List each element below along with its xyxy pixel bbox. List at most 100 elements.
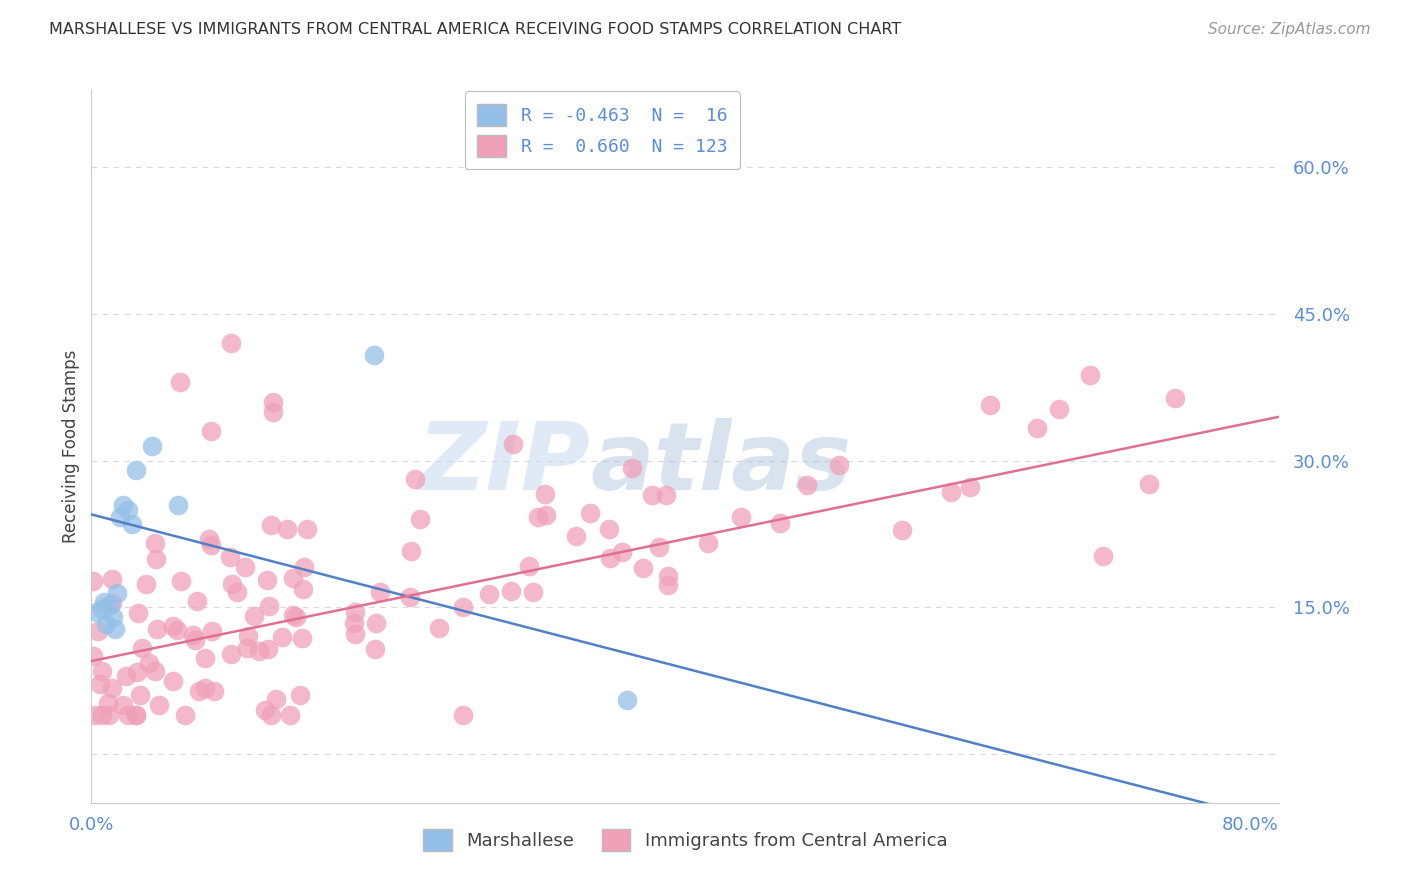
Point [145,552,167,566]
Point [226,585,249,599]
Point [404,472,426,486]
Point [534,508,557,522]
Point [233,559,256,574]
Point [91,664,114,678]
Point [517,558,540,573]
Point [657,578,679,592]
Point [1078,368,1101,382]
Point [87,624,110,638]
Point [82,648,104,663]
Point [111,698,134,712]
Point [284,610,307,624]
Point [194,681,217,696]
Point [167,498,190,512]
Point [200,538,222,552]
Point [98,599,121,613]
Point [526,510,548,524]
Point [368,584,391,599]
Point [633,561,655,575]
Point [101,572,124,586]
Point [796,478,818,492]
Point [221,577,243,591]
Point [499,584,522,599]
Point [162,673,184,688]
Point [115,669,138,683]
Legend: Marshallese, Immigrants from Central America: Marshallese, Immigrants from Central Ame… [416,822,955,858]
Point [90,707,112,722]
Point [184,632,207,647]
Point [90,602,112,616]
Point [117,502,139,516]
Point [181,628,204,642]
Point [979,398,1001,412]
Point [655,488,678,502]
Point [219,648,242,662]
Point [343,616,366,631]
Point [97,697,120,711]
Point [256,573,278,587]
Point [280,707,302,722]
Point [364,616,387,631]
Point [127,665,149,679]
Point [124,707,146,722]
Point [219,336,242,351]
Point [641,488,664,502]
Point [236,640,259,655]
Point [174,707,197,722]
Point [343,606,366,620]
Point [260,707,283,722]
Point [478,586,501,600]
Text: ZIP: ZIP [418,417,591,510]
Point [828,458,851,472]
Point [260,517,283,532]
Point [218,549,240,564]
Point [502,437,524,451]
Point [1049,401,1071,416]
Point [200,425,222,439]
Point [534,487,557,501]
Point [125,707,148,722]
Point [170,574,193,589]
Point [769,516,792,530]
Point [169,376,191,390]
Point [1091,549,1114,563]
Point [409,512,432,526]
Point [141,439,163,453]
Point [166,624,188,638]
Point [121,517,143,532]
Point [257,641,280,656]
Point [522,585,544,599]
Point [648,540,671,554]
Point [696,535,718,549]
Point [451,600,474,615]
Point [93,595,115,609]
Point [138,656,160,670]
Point [1026,421,1049,435]
Point [89,677,111,691]
Point [451,707,474,722]
Point [579,506,602,520]
Point [730,510,752,524]
Point [110,510,132,524]
Point [194,650,217,665]
Point [363,348,385,362]
Point [135,577,157,591]
Point [117,707,139,722]
Point [616,693,638,707]
Point [598,522,620,536]
Point [103,622,125,636]
Point [399,544,422,558]
Point [288,688,311,702]
Point [291,632,314,646]
Point [127,606,149,620]
Point [276,522,298,536]
Point [143,664,166,678]
Point [202,684,225,698]
Point [1137,477,1160,491]
Point [101,596,124,610]
Point [242,609,264,624]
Y-axis label: Receiving Food Stamps: Receiving Food Stamps [62,350,80,542]
Point [399,590,422,604]
Point [283,608,305,623]
Point [621,461,644,475]
